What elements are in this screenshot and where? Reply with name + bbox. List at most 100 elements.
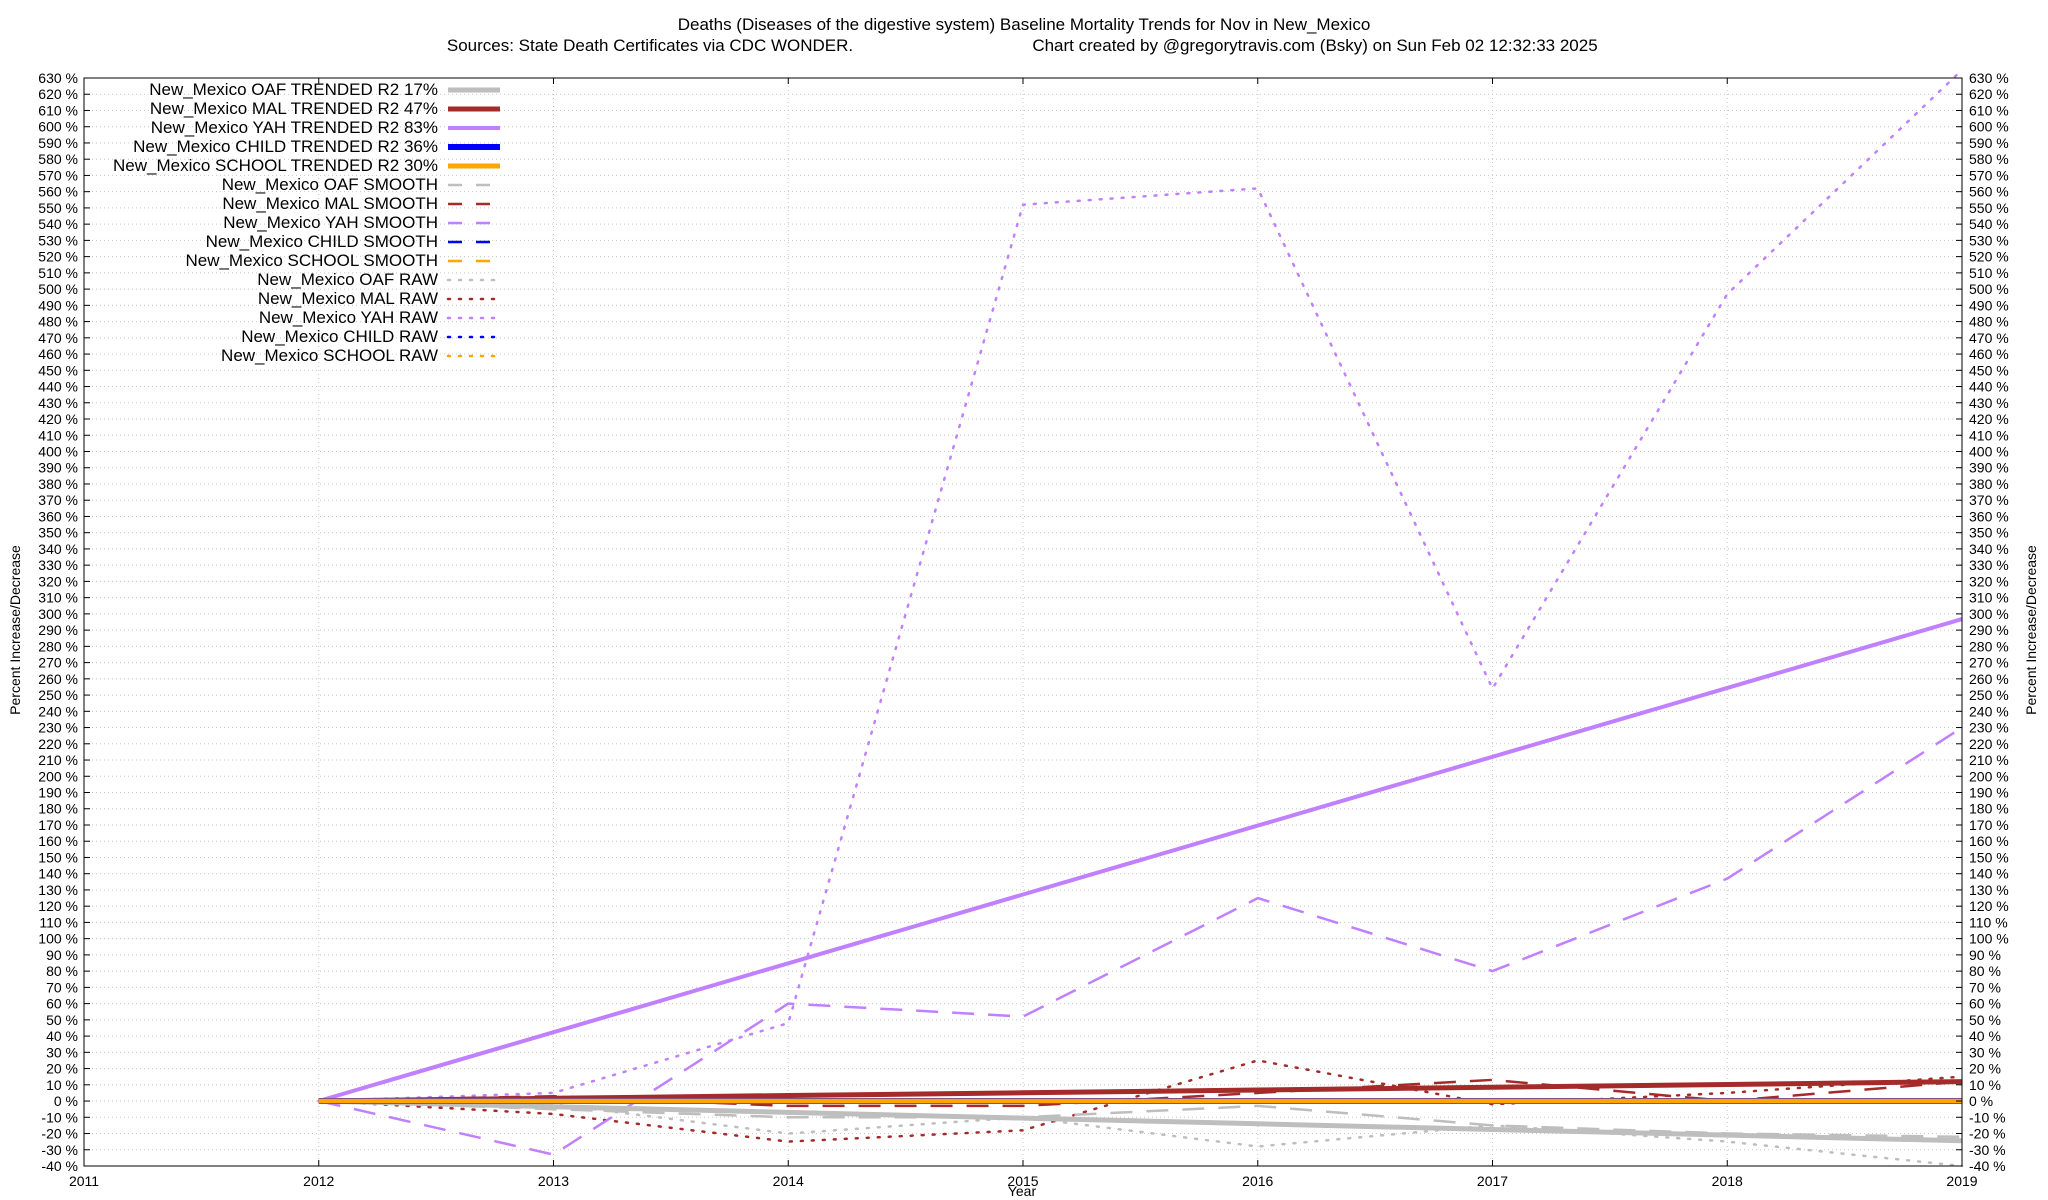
y-tick-label-right: 430 % bbox=[1969, 395, 2009, 411]
y-tick-label-left: 70 % bbox=[46, 979, 78, 995]
y-tick-label-right: 240 % bbox=[1969, 703, 2009, 719]
x-tick-label: 2013 bbox=[538, 1173, 569, 1189]
y-tick-label-left: 170 % bbox=[38, 817, 78, 833]
y-tick-label-right: 500 % bbox=[1969, 281, 2009, 297]
y-tick-label-right: 10 % bbox=[1969, 1077, 2001, 1093]
y-tick-label-left: 630 % bbox=[38, 70, 78, 86]
y-tick-label-left: 130 % bbox=[38, 882, 78, 898]
y-tick-label-right: 300 % bbox=[1969, 606, 2009, 622]
y-tick-label-left: -10 % bbox=[41, 1109, 78, 1125]
y-tick-label-right: 110 % bbox=[1969, 914, 2008, 930]
y-tick-label-right: -10 % bbox=[1969, 1109, 2006, 1125]
y-tick-label-left: 190 % bbox=[38, 785, 78, 801]
y-tick-label-right: 140 % bbox=[1969, 866, 2009, 882]
y-tick-label-left: 150 % bbox=[38, 849, 78, 865]
y-tick-label-right: 350 % bbox=[1969, 525, 2009, 541]
y-tick-label-left: 360 % bbox=[38, 508, 78, 524]
y-tick-label-left: 520 % bbox=[38, 249, 78, 265]
legend-label-3: New_Mexico CHILD TRENDED R2 36% bbox=[133, 137, 438, 156]
y-tick-label-right: 230 % bbox=[1969, 720, 2009, 736]
legend-layer: New_Mexico OAF TRENDED R2 17%New_Mexico … bbox=[113, 80, 502, 365]
x-tick-label: 2016 bbox=[1242, 1173, 1273, 1189]
y-tick-label-left: 400 % bbox=[38, 443, 78, 459]
y-tick-label-right: 610 % bbox=[1969, 102, 2009, 118]
y-tick-label-right: 490 % bbox=[1969, 297, 2009, 313]
y-tick-label-right: 370 % bbox=[1969, 492, 2009, 508]
y-tick-label-right: 480 % bbox=[1969, 314, 2009, 330]
y-tick-label-right: 470 % bbox=[1969, 330, 2009, 346]
y-tick-label-right: 80 % bbox=[1969, 963, 2001, 979]
y-tick-label-left: 550 % bbox=[38, 200, 78, 216]
y-tick-label-right: 620 % bbox=[1969, 86, 2009, 102]
y-tick-label-left: 430 % bbox=[38, 395, 78, 411]
x-tick-label: 2018 bbox=[1712, 1173, 1743, 1189]
y-tick-label-right: 130 % bbox=[1969, 882, 2009, 898]
y-tick-label-right: 570 % bbox=[1969, 167, 2009, 183]
y-axis-title-right: Percent Increase/Decrease bbox=[2023, 545, 2039, 715]
y-tick-label-left: 10 % bbox=[46, 1077, 78, 1093]
chart-subtitle-right: Chart created by @gregorytravis.com (Bsk… bbox=[1032, 36, 1597, 55]
y-tick-label-left: 180 % bbox=[38, 801, 78, 817]
y-tick-label-left: 100 % bbox=[38, 931, 78, 947]
legend-label-12: New_Mexico YAH RAW bbox=[259, 308, 438, 327]
y-tick-label-right: 520 % bbox=[1969, 249, 2009, 265]
y-tick-label-right: 50 % bbox=[1969, 1012, 2001, 1028]
y-tick-label-left: 80 % bbox=[46, 963, 78, 979]
y-tick-label-left: 480 % bbox=[38, 314, 78, 330]
y-tick-label-left: 320 % bbox=[38, 573, 78, 589]
y-tick-label-left: 110 % bbox=[39, 914, 78, 930]
y-tick-label-right: 200 % bbox=[1969, 768, 2009, 784]
series-layer bbox=[317, 68, 1964, 1168]
chart-title: Deaths (Diseases of the digestive system… bbox=[678, 15, 1371, 34]
y-tick-label-left: 20 % bbox=[46, 1061, 78, 1077]
y-tick-label-left: 350 % bbox=[38, 525, 78, 541]
y-tick-label-right: 70 % bbox=[1969, 979, 2001, 995]
y-tick-label-left: 410 % bbox=[38, 427, 78, 443]
legend-label-8: New_Mexico CHILD SMOOTH bbox=[206, 232, 438, 251]
y-tick-label-left: -40 % bbox=[41, 1158, 78, 1174]
legend-label-5: New_Mexico OAF SMOOTH bbox=[222, 175, 438, 194]
y-tick-label-left: 120 % bbox=[38, 898, 78, 914]
y-tick-label-right: 290 % bbox=[1969, 622, 2009, 638]
y-tick-label-left: 500 % bbox=[38, 281, 78, 297]
y-tick-label-left: -30 % bbox=[41, 1142, 78, 1158]
y-tick-label-right: 400 % bbox=[1969, 443, 2009, 459]
legend-label-11: New_Mexico MAL RAW bbox=[258, 289, 438, 308]
y-tick-label-right: 150 % bbox=[1969, 849, 2009, 865]
y-tick-label-right: 380 % bbox=[1969, 476, 2009, 492]
y-tick-label-right: 410 % bbox=[1969, 427, 2009, 443]
legend-label-4: New_Mexico SCHOOL TRENDED R2 30% bbox=[113, 156, 438, 175]
y-tick-label-left: 600 % bbox=[38, 119, 78, 135]
y-tick-label-left: 340 % bbox=[38, 541, 78, 557]
y-tick-label-right: 540 % bbox=[1969, 216, 2009, 232]
legend-label-7: New_Mexico YAH SMOOTH bbox=[223, 213, 438, 232]
y-tick-label-right: 460 % bbox=[1969, 346, 2009, 362]
legend-label-9: New_Mexico SCHOOL SMOOTH bbox=[185, 251, 438, 270]
y-tick-label-left: 280 % bbox=[38, 638, 78, 654]
y-tick-label-right: 510 % bbox=[1969, 265, 2009, 281]
y-tick-label-left: 220 % bbox=[38, 736, 78, 752]
series-line-0 bbox=[318, 1098, 1963, 1144]
y-tick-label-right: 420 % bbox=[1969, 411, 2009, 427]
y-tick-label-right: 0 % bbox=[1969, 1093, 1993, 1109]
y-tick-label-right: 180 % bbox=[1969, 801, 2009, 817]
y-tick-label-right: 590 % bbox=[1969, 135, 2009, 151]
x-tick-label: 2014 bbox=[773, 1173, 804, 1189]
y-tick-label-left: 620 % bbox=[38, 86, 78, 102]
y-tick-label-left: 250 % bbox=[38, 687, 78, 703]
y-tick-label-right: 190 % bbox=[1969, 785, 2009, 801]
y-tick-label-right: 30 % bbox=[1969, 1044, 2001, 1060]
y-tick-label-left: 490 % bbox=[38, 297, 78, 313]
y-tick-label-right: 250 % bbox=[1969, 687, 2009, 703]
legend-label-6: New_Mexico MAL SMOOTH bbox=[222, 194, 438, 213]
y-tick-label-left: 30 % bbox=[46, 1044, 78, 1060]
series-line-11 bbox=[317, 1059, 1964, 1143]
y-tick-label-right: 600 % bbox=[1969, 119, 2009, 135]
y-tick-label-left: 300 % bbox=[38, 606, 78, 622]
y-tick-label-left: 580 % bbox=[38, 151, 78, 167]
legend-label-1: New_Mexico MAL TRENDED R2 47% bbox=[150, 99, 438, 118]
y-tick-label-right: -20 % bbox=[1969, 1126, 2006, 1142]
legend-label-13: New_Mexico CHILD RAW bbox=[241, 327, 438, 346]
y-tick-label-left: 330 % bbox=[38, 557, 78, 573]
y-tick-label-right: 40 % bbox=[1969, 1028, 2001, 1044]
